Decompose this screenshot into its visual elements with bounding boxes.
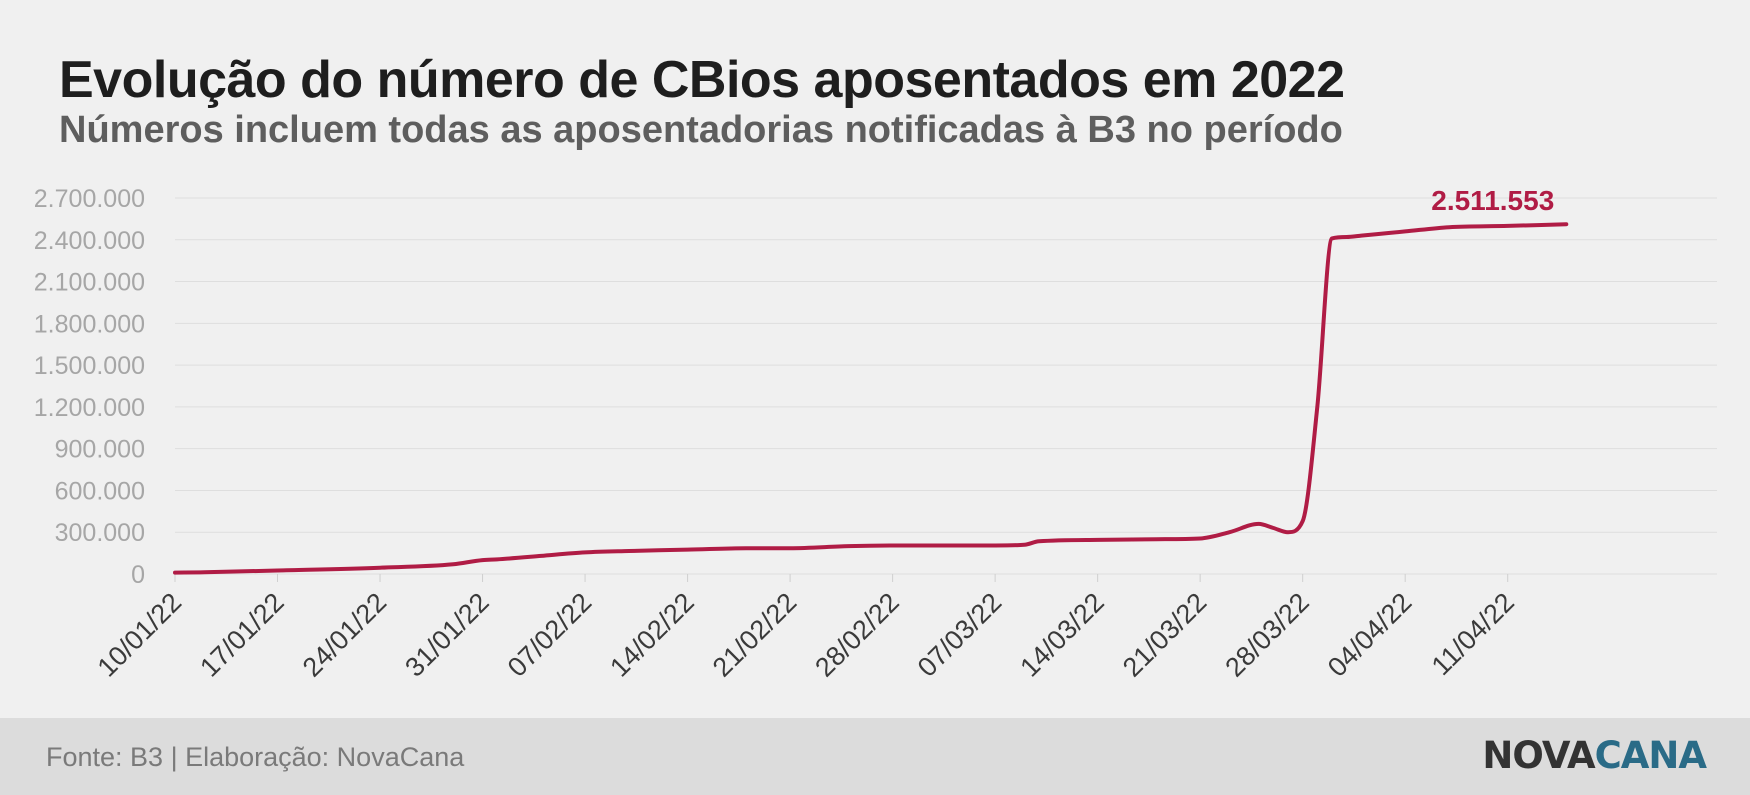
x-tick-label: 04/04/22 (1322, 587, 1418, 683)
y-tick-label: 1.800.000 (34, 310, 145, 338)
x-tick-label: 07/02/22 (502, 587, 598, 683)
logo-text-cana: CANA (1594, 734, 1707, 777)
x-tick-label: 28/02/22 (809, 587, 905, 683)
y-tick-label: 2.700.000 (34, 185, 145, 213)
chart-title: Evolução do número de CBios aposentados … (59, 51, 1345, 109)
x-tick-label: 10/01/22 (92, 587, 188, 683)
line-chart: 0 300.000 600.000 900.000 1.200.000 1.500.000… (34, 185, 1717, 683)
x-tick-label: 14/03/22 (1014, 587, 1110, 683)
y-tick-label: 1.500.000 (34, 352, 145, 380)
y-tick-label: 2.400.000 (34, 227, 145, 255)
y-tick-label: 900.000 (55, 436, 145, 464)
series-line (173, 222, 1569, 575)
y-tick-label: 0 (131, 561, 145, 589)
chart-subtitle: Números incluem todas as aposentadorias … (59, 109, 1343, 151)
source-credit: Fonte: B3 | Elaboração: NovaCana (46, 742, 465, 772)
footer: Fonte: B3 | Elaboração: NovaCana NOVACAN… (0, 718, 1750, 795)
novacana-logo: NOVACANA (1482, 734, 1707, 777)
y-tick-label: 600.000 (55, 477, 145, 505)
x-tick-label: 07/03/22 (912, 587, 1008, 683)
x-tick-label: 28/03/22 (1219, 587, 1315, 683)
x-tick-label: 21/03/22 (1117, 587, 1213, 683)
x-tick-label: 24/01/22 (297, 587, 393, 683)
x-tick-label: 14/02/22 (604, 587, 700, 683)
y-tick-label: 2.100.000 (34, 269, 145, 297)
last-value-label: 2.511.553 (1431, 185, 1554, 216)
x-tick-label: 31/01/22 (399, 587, 495, 683)
x-tick-label: 21/02/22 (707, 587, 803, 683)
y-tick-label: 300.000 (55, 519, 145, 547)
logo-text-nova: NOVA (1482, 734, 1595, 777)
x-tick-label: 11/04/22 (1426, 587, 1520, 681)
y-tick-label: 1.200.000 (34, 394, 145, 422)
x-tick-label: 17/01/22 (194, 587, 290, 683)
